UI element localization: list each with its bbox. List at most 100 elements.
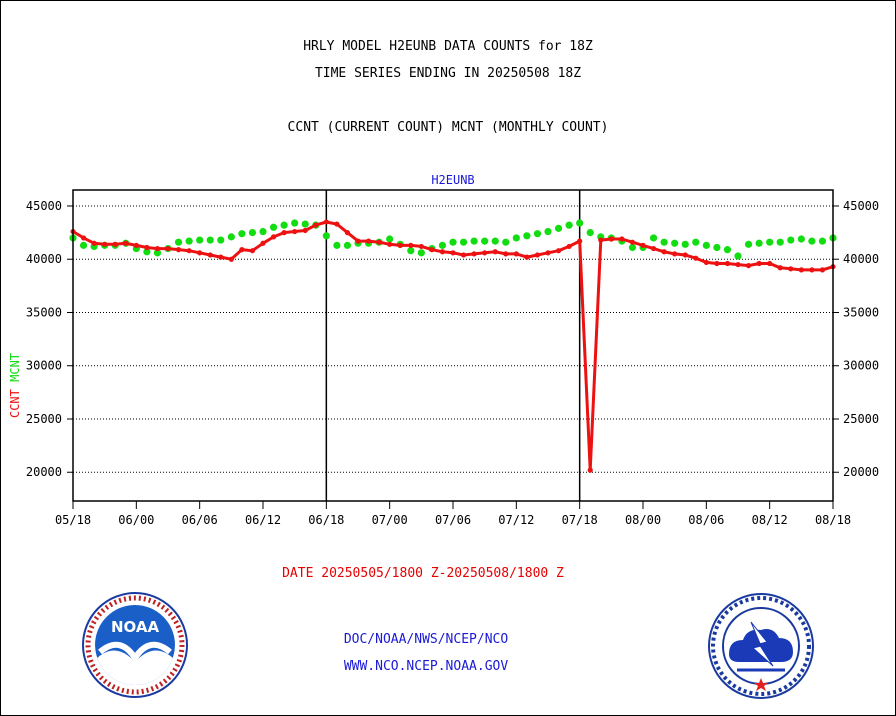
- ccnt-point: [577, 238, 583, 244]
- ccnt-point: [629, 239, 636, 245]
- ccnt-point: [640, 242, 646, 248]
- mcnt-point: [692, 238, 700, 246]
- nws-logo[interactable]: [707, 592, 815, 704]
- mcnt-point: [628, 243, 637, 252]
- ccnt-point: [260, 240, 266, 246]
- ccnt-point: [408, 242, 414, 248]
- mcnt-point: [280, 221, 288, 229]
- ccnt-point: [819, 267, 826, 273]
- mcnt-point: [776, 238, 784, 246]
- ccnt-point: [323, 219, 329, 225]
- ccnt-point: [682, 252, 688, 258]
- mcnt-point: [491, 237, 499, 245]
- ccnt-point: [503, 251, 509, 257]
- date-range-label: DATE 20250505/1800 Z-20250508/1800 Z: [282, 566, 564, 581]
- ccnt-point: [598, 237, 604, 243]
- ccnt-point: [429, 247, 435, 253]
- ccnt-point: [672, 251, 678, 257]
- ccnt-point: [756, 260, 762, 267]
- mcnt-point: [681, 240, 689, 248]
- mcnt-point: [502, 238, 510, 246]
- ccnt-point: [249, 248, 256, 254]
- chart-heading-line1: HRLY MODEL H2EUNB DATA COUNTS for 18Z: [303, 39, 593, 54]
- mcnt-point: [174, 238, 183, 246]
- mcnt-point: [196, 236, 204, 244]
- mcnt-point: [533, 230, 542, 238]
- x-tick-label: 07/18: [562, 513, 598, 527]
- mcnt-point: [808, 237, 816, 245]
- y-tick-label-right: 35000: [843, 305, 879, 319]
- y-tick-label-right: 45000: [843, 199, 879, 213]
- ccnt-point: [724, 260, 731, 267]
- mcnt-point: [248, 229, 257, 237]
- y-tick-label-right: 30000: [843, 359, 879, 373]
- x-tick-label: 08/12: [752, 513, 788, 527]
- ccnt-point: [376, 239, 382, 245]
- ccnt-point: [524, 254, 530, 260]
- ccnt-point: [439, 249, 446, 255]
- mcnt-point: [343, 241, 352, 249]
- mcnt-point: [576, 219, 584, 227]
- x-tick-label: 05/18: [55, 513, 91, 527]
- y-tick-label-left: 25000: [26, 412, 62, 426]
- ccnt-point: [809, 267, 815, 273]
- mcnt-point: [660, 238, 668, 246]
- y-tick-label-right: 25000: [843, 412, 879, 426]
- mcnt-point: [333, 241, 341, 249]
- ccnt-point: [777, 265, 783, 271]
- ccnt-point: [703, 259, 709, 266]
- mcnt-point: [586, 229, 594, 237]
- mcnt-point: [269, 223, 278, 231]
- x-tick-label: 06/06: [182, 513, 218, 527]
- ccnt-point: [587, 467, 593, 473]
- ccnt-point: [292, 228, 298, 235]
- ccnt-point: [197, 250, 203, 256]
- time-series-chart: H2EUNB 20000 20000 25000 25000 30000 30000 3500…: [8, 173, 879, 527]
- mcnt-point: [512, 234, 520, 242]
- mcnt-point: [702, 241, 710, 249]
- mcnt-point: [766, 238, 774, 246]
- ccnt-point: [387, 241, 393, 247]
- ccnt-point: [450, 250, 456, 256]
- ccnt-point: [661, 249, 667, 255]
- mcnt-point: [818, 237, 827, 245]
- x-tick-label: 06/00: [118, 513, 154, 527]
- mcnt-point: [153, 249, 162, 257]
- ccnt-point: [133, 242, 139, 248]
- mcnt-point: [797, 235, 805, 243]
- ccnt-point: [112, 241, 118, 247]
- noaa-logo[interactable]: NOAA: [80, 590, 190, 704]
- x-tick-label: 08/18: [815, 513, 851, 527]
- y-axis-label-mcnt: MCNT: [8, 353, 22, 389]
- ccnt-point: [344, 230, 351, 236]
- ccnt-point: [334, 221, 340, 227]
- ccnt-point: [207, 252, 213, 258]
- ccnt-point: [693, 255, 699, 261]
- ccnt-point: [80, 235, 87, 241]
- mcnt-point: [238, 230, 246, 238]
- noaa-wordmark: NOAA: [111, 618, 160, 636]
- mcnt-point: [544, 227, 552, 236]
- mcnt-point: [291, 219, 299, 227]
- ccnt-point: [619, 236, 625, 242]
- ccnt-point: [144, 244, 150, 251]
- mcnt-point: [523, 232, 531, 240]
- ccnt-point: [798, 267, 804, 273]
- mcnt-point: [565, 221, 573, 229]
- mcnt-point: [217, 236, 225, 244]
- ccnt-point: [355, 238, 361, 244]
- ccnt-point: [239, 247, 245, 253]
- ccnt-point: [460, 252, 467, 258]
- mcnt-point: [322, 232, 330, 240]
- ccnt-point: [102, 241, 108, 247]
- ccnt-point: [735, 261, 741, 268]
- mcnt-point: [206, 236, 214, 244]
- website-credit: WWW.NCO.NCEP.NOAA.GOV: [343, 659, 509, 674]
- y-tick-label-left: 20000: [26, 465, 62, 479]
- ccnt-point: [186, 248, 192, 254]
- x-tick-label: 08/06: [688, 513, 724, 527]
- ccnt-point: [714, 260, 720, 267]
- mcnt-point: [449, 238, 457, 246]
- mcnt-point: [301, 220, 309, 228]
- ccnt-point: [608, 236, 614, 242]
